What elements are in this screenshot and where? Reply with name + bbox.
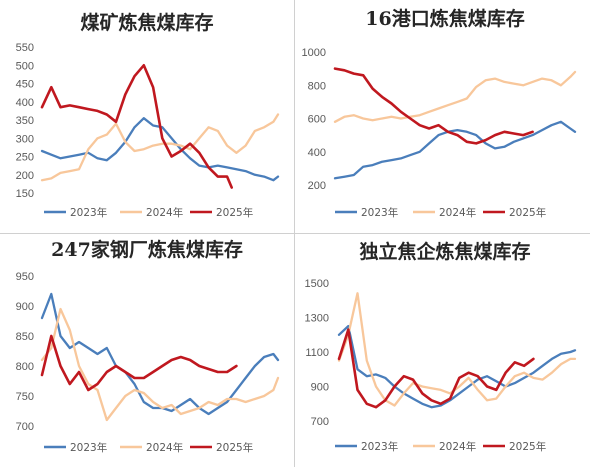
series-line-2024年: [40, 307, 280, 422]
chart-svg-3: 独立焦企炼焦煤库存 700 900 1100 1300 1500 2023年 2024年 202…: [305, 240, 577, 453]
legend-label: 2025年: [216, 441, 253, 454]
legend-label: 2024年: [439, 206, 476, 219]
series-line-2023年: [333, 120, 577, 180]
y-tick-label: 1300: [305, 313, 329, 325]
legend-label: 2025年: [509, 206, 546, 219]
legend-label: 2024年: [439, 440, 476, 453]
y-tick-label: 550: [16, 42, 34, 54]
chart-svg-2: 247家钢厂炼焦煤库存 700 750 800 850 900 950 2023年 2024年 2…: [16, 238, 280, 454]
y-tick-label: 1000: [302, 47, 326, 59]
series-line-2025年: [333, 67, 534, 145]
panel-divider-horizontal: [0, 233, 590, 234]
y-tick-label: 1100: [305, 347, 329, 359]
legend-label: 2023年: [361, 440, 398, 453]
y-tick-label: 150: [16, 188, 34, 200]
legend-label: 2025年: [216, 206, 253, 219]
chart-panel-coke-plant-coking-coal: 独立焦企炼焦煤库存 700 900 1100 1300 1500 2023年 2024年 202…: [295, 234, 590, 467]
y-tick-label: 900: [16, 301, 34, 313]
series-line-2023年: [40, 292, 280, 416]
y-tick-label: 500: [16, 60, 34, 72]
chart-svg-1: 16港口炼焦煤库存 200 400 600 800 1000 2023年 2024年 2025年: [302, 7, 577, 219]
legend-label: 2024年: [146, 441, 183, 454]
y-tick-label: 250: [16, 152, 34, 164]
series-line-2024年: [40, 113, 280, 182]
legend-label: 2023年: [361, 206, 398, 219]
y-tick-label: 350: [16, 115, 34, 127]
y-tick-label: 800: [16, 361, 34, 373]
legend-label: 2023年: [70, 206, 107, 219]
chart-title: 煤矿炼焦煤库存: [80, 11, 213, 34]
y-tick-label: 450: [16, 79, 34, 91]
y-tick-label: 1500: [305, 278, 329, 290]
y-tick-label: 200: [308, 180, 326, 192]
series-line-2025年: [40, 334, 238, 392]
series-line-2023年: [337, 324, 577, 409]
y-tick-label: 300: [16, 133, 34, 145]
y-tick-label: 700: [16, 421, 34, 433]
series-line-2025年: [40, 64, 233, 189]
chart-panel-mine-coking-coal: 煤矿炼焦煤库存 150 200 250 300 350 400 450 500 550 2023年 2…: [0, 0, 293, 232]
legend-label: 2025年: [509, 440, 546, 453]
series-line-2024年: [333, 70, 577, 123]
y-tick-label: 200: [16, 170, 34, 182]
series-line-2025年: [337, 328, 535, 409]
y-tick-label: 900: [311, 382, 329, 394]
chart-title: 独立焦企炼焦煤库存: [359, 240, 530, 263]
chart-title: 16港口炼焦煤库存: [365, 7, 524, 30]
legend-label: 2023年: [70, 441, 107, 454]
y-tick-label: 400: [16, 97, 34, 109]
legend-label: 2024年: [146, 206, 183, 219]
chart-svg-0: 煤矿炼焦煤库存 150 200 250 300 350 400 450 500 550 2023年 2…: [16, 11, 280, 219]
y-tick-label: 950: [16, 271, 34, 283]
series-line-2023年: [40, 117, 280, 182]
y-tick-label: 600: [308, 114, 326, 126]
chart-panel-steel-mill-coking-coal: 247家钢厂炼焦煤库存 700 750 800 850 900 950 2023年 2024年 2…: [0, 234, 293, 467]
chart-panel-port-coking-coal: 16港口炼焦煤库存 200 400 600 800 1000 2023年 2024年 2025年: [295, 0, 590, 232]
series-line-2024年: [337, 292, 577, 407]
chart-title: 247家钢厂炼焦煤库存: [51, 238, 243, 261]
y-tick-label: 750: [16, 391, 34, 403]
y-tick-label: 400: [308, 147, 326, 159]
y-tick-label: 800: [308, 80, 326, 92]
y-tick-label: 700: [311, 416, 329, 428]
y-tick-label: 850: [16, 331, 34, 343]
